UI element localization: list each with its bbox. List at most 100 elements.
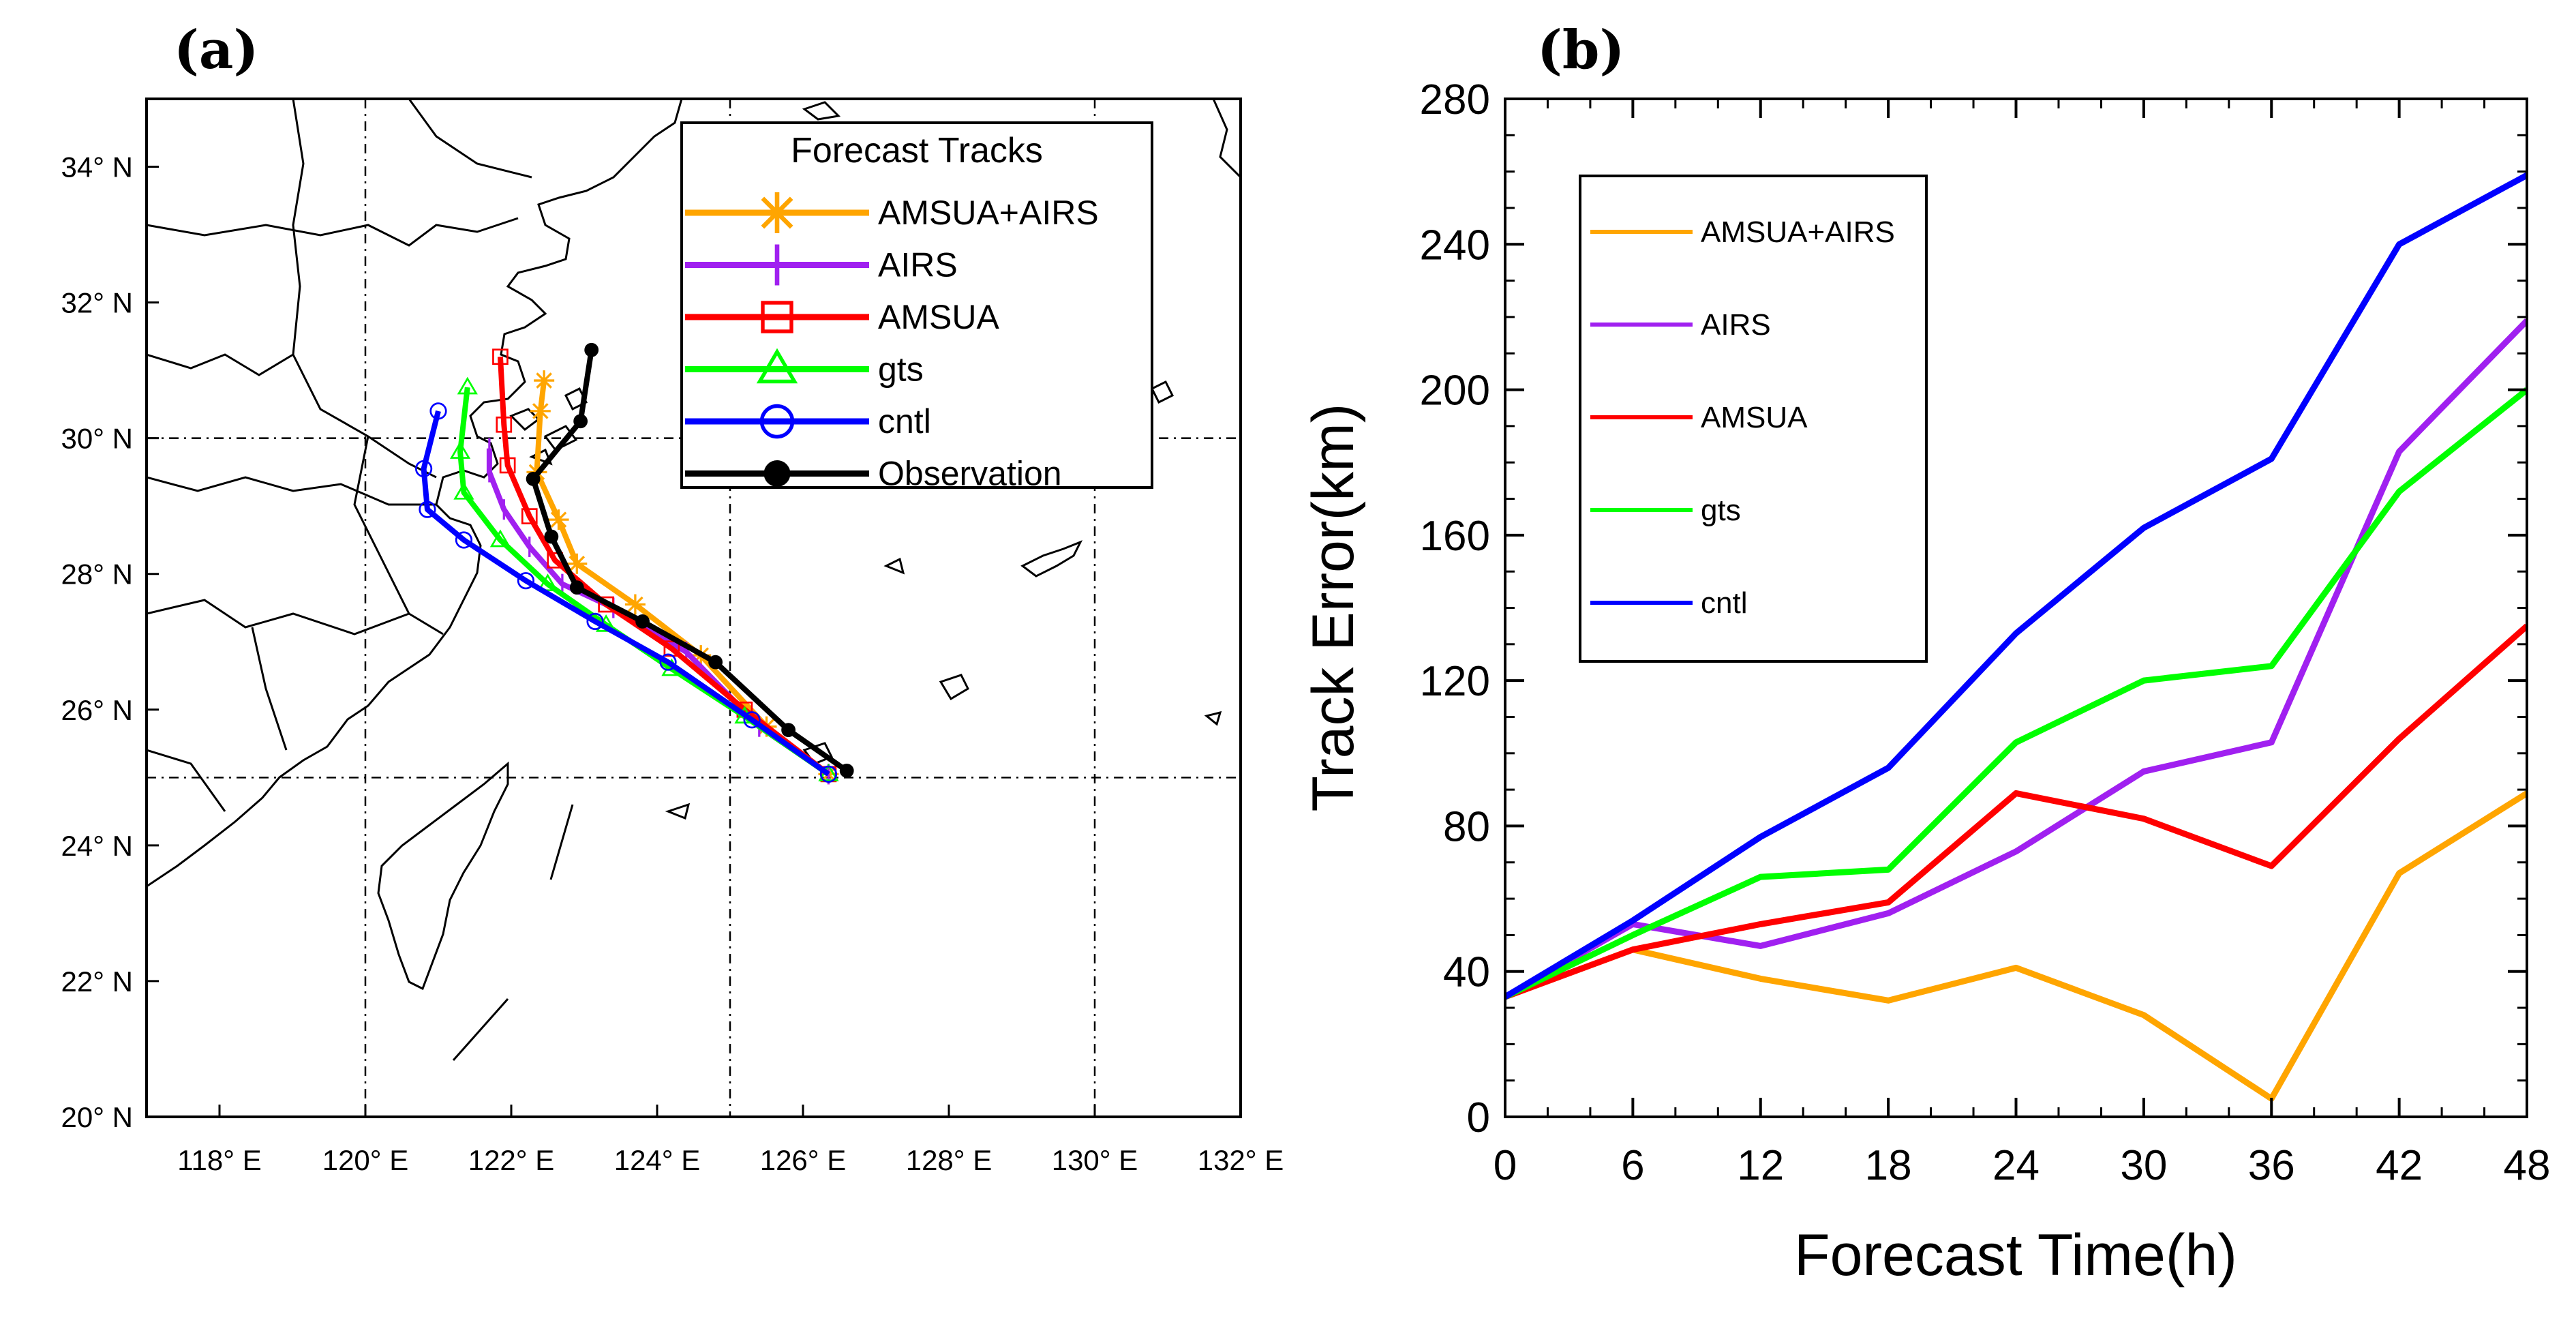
- track-point-amsua: [492, 348, 509, 365]
- taiwan-island: [377, 761, 509, 991]
- track-point-cntl: [429, 402, 447, 420]
- legend-label: AMSUA+AIRS: [1701, 215, 1895, 249]
- forecast-tracks: [414, 342, 854, 785]
- legend-label: AIRS: [1701, 308, 1771, 342]
- track-point-amsua-airs: [534, 370, 555, 391]
- province-boundary: [147, 353, 294, 376]
- panel-b-error-chart: (b) 0 6 12 18 24 30 36 42 48 0 40 80 120 160 200 240 280…: [1301, 19, 2550, 1288]
- track-point-amsua-airs: [624, 594, 646, 615]
- y-tick-label: 160: [1420, 513, 1490, 560]
- legend-label: AMSUA+AIRS: [878, 194, 1099, 232]
- track-point-cntl: [517, 572, 535, 590]
- track-point-cntl: [455, 531, 473, 549]
- y-tick-label: 22° N: [61, 965, 133, 998]
- error-series: [1505, 173, 2527, 1102]
- track-point-observation: [544, 529, 559, 544]
- track-point-cntl: [819, 765, 838, 783]
- legend-entry-cntl: cntl: [685, 402, 931, 440]
- legend-entry-amsua-airs: AMSUA+AIRS: [1590, 215, 1895, 249]
- ryukyu-islands: [939, 674, 969, 701]
- legend-label: AMSUA: [1701, 401, 1808, 434]
- x-tick-label: 18: [1865, 1142, 1912, 1189]
- y-tick-label: 24° N: [61, 830, 133, 862]
- x-tick-label: 118° E: [177, 1144, 261, 1176]
- province-boundary: [408, 99, 532, 179]
- legend-marker-cntl: [759, 404, 795, 439]
- track-point-gts: [457, 376, 478, 395]
- track-point-cntl: [414, 460, 433, 478]
- x-tick-label: 36: [2248, 1142, 2295, 1189]
- track-observation: [526, 342, 854, 778]
- track-point-amsua: [499, 457, 516, 474]
- series-line-amsua: [1505, 623, 2527, 1000]
- x-tick-label: 24: [1992, 1142, 2040, 1189]
- province-boundary: [147, 599, 410, 635]
- ryukyu-islands: [1204, 710, 1222, 726]
- x-tick-label: 128° E: [906, 1144, 992, 1176]
- y-tick-label: 240: [1420, 222, 1490, 269]
- track-point-observation: [839, 763, 854, 778]
- y-tick-label: 200: [1420, 368, 1490, 415]
- track-point-observation: [708, 655, 723, 670]
- legend-label: cntl: [878, 402, 931, 440]
- track-cntl: [414, 402, 838, 783]
- y-axis-label: Track Error(km): [1301, 404, 1366, 812]
- x-tick-label: 12: [1737, 1142, 1784, 1189]
- legend-marker-observation: [763, 460, 791, 487]
- province-boundary: [147, 217, 519, 247]
- chart-axis-ticks: 0 6 12 18 24 30 36 42 48 0 40 80 120 160 200 240 280: [1420, 76, 2551, 1189]
- x-tick-label: 48: [2504, 1142, 2551, 1189]
- y-tick-label: 120: [1420, 658, 1490, 705]
- y-tick-label: 28° N: [61, 558, 133, 590]
- track-point-amsua-airs: [566, 553, 588, 574]
- legend-label: Observation: [878, 455, 1062, 493]
- ryukyu-islands: [1020, 540, 1083, 578]
- panel-a-track-map: (a): [61, 19, 1284, 1176]
- legend-entry-observation: Observation: [685, 455, 1062, 493]
- legend-entry-amsua: AMSUA: [1590, 401, 1808, 434]
- legend-entry-airs: AIRS: [1590, 308, 1771, 342]
- y-tick-label: 80: [1443, 803, 1490, 850]
- map-legend-entries: AMSUA+AIRS AIRS AMSUA gts cntl Observation: [685, 192, 1099, 493]
- x-tick-label: 30: [2120, 1142, 2167, 1189]
- y-tick-label: 34° N: [61, 151, 133, 183]
- track-point-observation: [781, 723, 795, 738]
- chart-legend-entries: AMSUA+AIRS AIRS AMSUA gts cntl: [1590, 215, 1895, 620]
- panel-b-label: (b): [1537, 19, 1624, 81]
- province-boundary: [251, 627, 288, 751]
- track-point-cntl: [743, 711, 761, 729]
- track-point-gts: [537, 573, 558, 592]
- x-tick-label: 124° E: [614, 1144, 701, 1176]
- track-point-cntl: [419, 500, 436, 518]
- track-point-observation: [573, 414, 588, 429]
- series-line-gts: [1505, 387, 2527, 1000]
- province-boundary: [353, 436, 444, 635]
- province-boundary: [147, 749, 226, 812]
- track-line-cntl: [421, 410, 830, 777]
- legend-entry-gts: gts: [1590, 494, 1741, 527]
- track-point-gts: [489, 529, 511, 548]
- x-tick-label: 120° E: [322, 1144, 409, 1176]
- series-line-cntl: [1505, 173, 2527, 1000]
- track-point-observation: [569, 580, 584, 595]
- legend-label: AIRS: [878, 246, 958, 284]
- y-tick-label: 32° N: [61, 287, 133, 319]
- track-point-observation: [584, 342, 599, 357]
- y-tick-label: 0: [1467, 1094, 1490, 1141]
- y-tick-label: 40: [1443, 949, 1490, 996]
- legend-label: gts: [1701, 494, 1741, 527]
- track-point-gts: [453, 481, 474, 500]
- track-point-amsua: [521, 508, 538, 524]
- korea-coastline: [802, 101, 841, 121]
- y-tick-label: 30° N: [61, 423, 133, 455]
- track-point-cntl: [586, 612, 604, 631]
- chart-legend: AMSUA+AIRS AIRS AMSUA gts cntl: [1579, 175, 1928, 663]
- y-tick-label: 20° N: [61, 1101, 133, 1133]
- x-tick-label: 6: [1621, 1142, 1644, 1189]
- mainland-coastline: [147, 99, 683, 888]
- legend-marker-amsua-airs: [757, 192, 798, 233]
- legend-entry-airs: AIRS: [685, 244, 958, 286]
- series-line-amsua-airs: [1505, 790, 2527, 1102]
- x-tick-label: 130° E: [1052, 1144, 1138, 1176]
